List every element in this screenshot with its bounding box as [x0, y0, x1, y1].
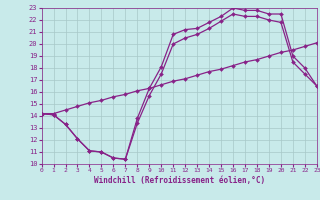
X-axis label: Windchill (Refroidissement éolien,°C): Windchill (Refroidissement éolien,°C) — [94, 176, 265, 185]
